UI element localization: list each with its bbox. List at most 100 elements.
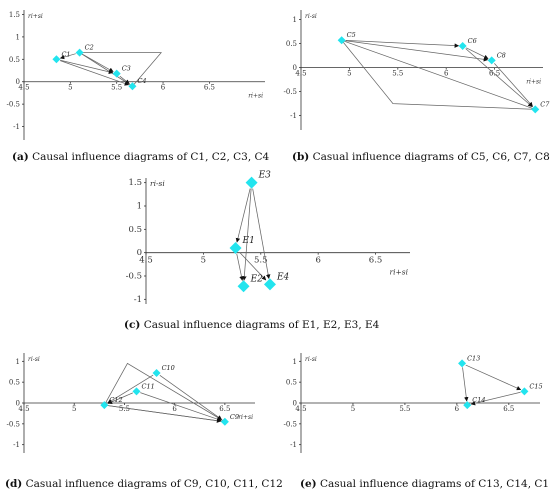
x-tick-label: 6	[315, 256, 320, 266]
caption-c-letter: (c)	[124, 319, 141, 331]
x-tick-label: 6	[455, 405, 460, 413]
y-tick-label: 0.5	[9, 379, 20, 387]
y-tick-label: 0	[137, 248, 142, 258]
caption-b-text: Casual influence diagrams of C5, C6, C7,…	[312, 151, 550, 163]
y-axis-label: ri+si	[28, 13, 43, 20]
influence-arrow	[119, 75, 130, 85]
node-label: C1	[61, 50, 70, 58]
node-c2	[75, 48, 84, 57]
node-c11	[132, 387, 141, 396]
caption-e-letter: (e)	[300, 478, 317, 490]
y-axis-label: ri-si	[28, 356, 40, 363]
diagram-c: 1.5 1 0.5 0 -0.5 -1 4.5 5 5.5 6 6.5 ri-si ri+si E3 E1 E…	[126, 171, 410, 305]
node-c4	[128, 82, 137, 91]
influence-arrow	[239, 252, 267, 281]
influence-arrow	[242, 188, 252, 281]
influence-arrow	[60, 60, 130, 86]
influence-arrow	[82, 54, 114, 73]
y-tick-label: 1	[16, 358, 20, 366]
y-tick-label: 0.5	[286, 379, 297, 387]
x-tick-label: 4.5	[295, 70, 306, 78]
y-axis-label: ri-si	[305, 356, 317, 363]
node-label: E1	[242, 236, 255, 246]
panel-a: 1.5 1 0.5 0 -0.5 -1 4.5 5 5.5 6 6.5 ri+si ri+si C1 C2 C…	[0, 0, 275, 145]
node-c8	[487, 56, 496, 65]
node-label: C9	[230, 413, 239, 421]
influence-arrow	[466, 47, 489, 59]
caption-a-letter: (a)	[12, 151, 29, 163]
influence-polygon	[103, 362, 226, 423]
y-tick-label: 0	[16, 78, 20, 86]
y-tick-label: 0.5	[9, 56, 20, 64]
influence-arrow	[465, 364, 522, 391]
node-label: C3	[122, 65, 131, 73]
influence-arrow	[59, 53, 76, 60]
node-e1	[229, 242, 242, 254]
x-tick-label: 6.5	[503, 405, 514, 413]
node-e2	[237, 280, 250, 293]
diagram-e: 1 0.5 0 -0.5 -1 4.5 5 5.5 6 6.5 ri-si C13 C15 C14	[284, 353, 543, 453]
y-tick-label: 0	[293, 64, 297, 72]
influence-arrow	[236, 253, 244, 281]
diagram-a: 1.5 1 0.5 0 -0.5 -1 4.5 5 5.5 6 6.5 ri+si ri+si C1 C2 C…	[7, 10, 265, 140]
x-tick-label: 4.5	[139, 256, 153, 266]
node-c6	[458, 42, 467, 50]
x-tick-label: 6.5	[219, 405, 230, 413]
caption-a: (a) Causal influence diagrams of C1, C2,…	[12, 151, 269, 163]
influence-polygon	[340, 39, 536, 110]
node-c5	[337, 36, 346, 45]
node-e3	[245, 176, 258, 189]
influence-arrow	[494, 63, 533, 107]
x-tick-label: 5	[72, 405, 76, 413]
y-tick-label: -0.5	[7, 420, 21, 428]
node-c12	[100, 401, 109, 410]
x-tick-label: 5.5	[111, 84, 122, 92]
influence-arrow	[235, 188, 251, 243]
panel-c: 1.5 1 0.5 0 -0.5 -1 4.5 5 5.5 6 6.5 ri-si ri+si E3 E1 E…	[110, 171, 430, 312]
panel-e: 1 0.5 0 -0.5 -1 4.5 5 5.5 6 6.5 ri-si C13 C15 C14	[275, 343, 550, 463]
node-label: C5	[347, 31, 356, 39]
node-c1	[52, 55, 61, 64]
influence-arrow	[345, 40, 460, 48]
y-tick-label: 0.5	[128, 225, 142, 235]
y-tick-label: 1.5	[128, 178, 142, 188]
caption-c: (c) Casual influence diagrams of E1, E2,…	[124, 319, 379, 331]
x-tick-label: 4.5	[18, 405, 29, 413]
x-tick-label: 4.5	[295, 405, 306, 413]
y-tick-label: 0	[293, 400, 297, 408]
node-c3	[112, 69, 121, 78]
x-tick-label: 6	[172, 405, 177, 413]
node-label: E4	[276, 272, 290, 282]
x-tick-label: 5	[68, 84, 72, 92]
caption-b: (b) Casual influence diagrams of C5, C6,…	[292, 151, 550, 163]
node-c13	[458, 359, 467, 368]
caption-e-text: Casual influence diagrams of C13, C14, C…	[319, 478, 550, 490]
node-c10	[152, 369, 161, 377]
y-tick-label: 0	[16, 400, 20, 408]
influence-arrow	[108, 405, 222, 423]
y-tick-label: -1	[290, 441, 297, 449]
x-tick-label: 5.5	[254, 256, 268, 266]
influence-arrow	[140, 392, 222, 422]
node-c9	[220, 417, 229, 426]
y-tick-label: -0.5	[284, 420, 298, 428]
x-tick-label: 6.5	[204, 84, 215, 92]
x-axis-label: ri+si	[526, 79, 541, 86]
y-tick-label: -0.5	[7, 101, 21, 109]
x-axis-label: ri+si	[238, 414, 253, 421]
influence-arrow	[470, 391, 521, 406]
x-tick-label: 6	[444, 70, 449, 78]
node-label: C14	[472, 396, 485, 404]
x-tick-label: 6	[161, 84, 166, 92]
node-label: C4	[137, 77, 146, 85]
node-label: C7	[540, 100, 550, 108]
node-label: E3	[258, 171, 272, 181]
x-tick-label: 5.5	[392, 70, 403, 78]
y-tick-label: 1	[293, 358, 297, 366]
y-tick-label: -1	[134, 295, 142, 305]
caption-d-letter: (d)	[5, 478, 23, 490]
influence-arrow	[462, 367, 469, 402]
node-label: C12	[109, 396, 122, 404]
x-tick-label: 5.5	[399, 405, 410, 413]
caption-e: (e) Casual influence diagrams of C13, C1…	[300, 478, 550, 490]
